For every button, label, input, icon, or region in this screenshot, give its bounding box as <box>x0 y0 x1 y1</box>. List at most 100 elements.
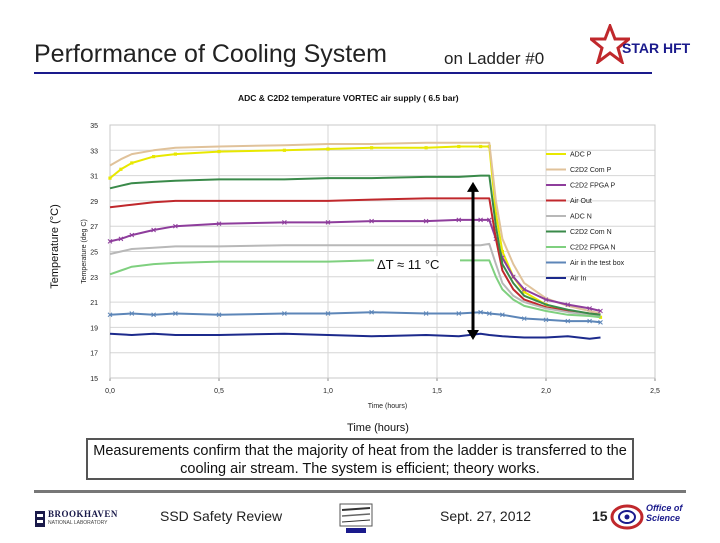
data-point <box>543 297 549 302</box>
data-point <box>510 274 516 280</box>
data-point <box>325 311 331 316</box>
data-point <box>423 311 429 316</box>
data-point <box>326 147 330 151</box>
data-point <box>500 249 504 254</box>
footer-talk-title: SSD Safety Review <box>160 508 283 524</box>
data-point <box>129 311 135 316</box>
y-tick-label: 31 <box>90 174 98 181</box>
legend-label: Air in the test box <box>570 260 625 267</box>
series-c2d2-fpga-n <box>109 259 601 319</box>
legend-entry: ADC P <box>546 152 592 159</box>
data-point <box>107 239 113 244</box>
data-point <box>282 311 287 316</box>
series-air-in <box>109 332 601 340</box>
brookhaven-logo-sub: NATIONAL LABORATORY <box>48 520 108 526</box>
data-point <box>173 152 177 156</box>
footer-date: Sept. 27, 2012 <box>440 508 532 524</box>
legend-entry: Air in the test box <box>546 260 625 267</box>
legend-entry: Air In <box>546 276 586 283</box>
data-point <box>216 312 222 318</box>
logo-text: STAR HFT <box>622 40 691 56</box>
data-point <box>130 161 134 165</box>
doe-emblem-icon <box>610 504 644 530</box>
office-of-science-logo: Office of Science <box>610 500 690 536</box>
office-of-science-text: Office of Science <box>646 503 683 523</box>
data-point <box>369 309 374 315</box>
data-point <box>456 217 462 223</box>
series-line <box>109 197 601 316</box>
chart-title: ADC & C2D2 temperature VORTEC air supply… <box>238 93 459 103</box>
data-point <box>598 319 603 325</box>
series-line <box>109 242 601 317</box>
legend-entry: ADC N <box>546 214 592 221</box>
data-point <box>152 155 156 159</box>
series-line <box>109 311 601 324</box>
data-point <box>173 223 178 229</box>
footer-divider <box>34 490 686 493</box>
inner-x-axis-label: Time (hours) <box>368 403 407 410</box>
data-point <box>486 311 492 316</box>
y-tick-label: 33 <box>90 148 98 155</box>
data-point <box>486 217 492 223</box>
series-line <box>109 332 601 340</box>
inner-y-axis-label: Temperature (deg C) <box>81 219 88 284</box>
data-point <box>521 316 527 321</box>
data-point <box>423 218 429 224</box>
data-point <box>543 317 549 323</box>
legend-label: C2D2 Com N <box>570 229 612 236</box>
brookhaven-emblem-icon <box>35 511 45 527</box>
legend-label: C2D2 Com P <box>570 167 612 174</box>
slide-title: Performance of Cooling System <box>34 40 387 68</box>
y-tick-label: 19 <box>90 325 98 332</box>
data-point <box>587 306 592 311</box>
outer-y-axis-label: Temperature (°C) <box>49 204 61 288</box>
data-point <box>598 308 603 314</box>
delta-t-label: ΔT ≈ 11 °C <box>377 257 439 272</box>
x-tick-label: 1,5 <box>432 388 442 395</box>
series-c2d2-com-n <box>109 174 601 316</box>
delta-t-arrow-head-down <box>467 330 479 341</box>
x-tick-label: 0,5 <box>214 388 224 395</box>
legend-entry: C2D2 Com P <box>546 167 612 174</box>
brookhaven-logo: BROOKHAVEN NATIONAL LABORATORY <box>34 508 124 530</box>
data-point <box>500 312 505 318</box>
data-point <box>282 148 286 152</box>
data-point <box>369 218 374 224</box>
data-point <box>565 302 571 307</box>
slide-subtitle: on Ladder #0 <box>444 49 545 68</box>
data-point <box>587 318 592 324</box>
data-point <box>370 146 374 150</box>
delta-t-annotation: ΔT ≈ 11 °C <box>374 181 479 341</box>
chart-legend: ADC P C2D2 Com P C2D2 FPGA P Air Out ADC N C2… <box>546 152 625 283</box>
page-number: 15 <box>592 508 608 524</box>
y-tick-label: 17 <box>90 351 98 358</box>
delta-t-arrow-head-up <box>467 181 479 192</box>
legend-entry: C2D2 FPGA N <box>546 245 616 252</box>
series-c2d2-fpga-p <box>107 217 603 314</box>
outer-x-axis-label: Time (hours) <box>347 422 409 434</box>
data-point <box>456 311 462 316</box>
ssd-emblem-icon <box>339 503 373 533</box>
legend-entry: Air Out <box>546 198 592 205</box>
data-point <box>129 232 135 238</box>
annotation-background <box>374 256 460 274</box>
data-point <box>217 149 221 154</box>
data-point <box>325 220 331 225</box>
data-point <box>478 217 483 223</box>
brookhaven-logo-name: BROOKHAVEN <box>48 509 118 519</box>
data-point <box>173 311 178 316</box>
y-tick-labels: 15 17 19 21 23 25 27 29 31 33 35 <box>90 123 98 383</box>
ssd-logo <box>334 498 378 538</box>
conclusion-caption: Measurements confirm that the majority o… <box>86 438 634 480</box>
y-tick-label: 35 <box>90 123 98 130</box>
data-point <box>118 236 124 242</box>
chart-gridlines <box>109 124 656 381</box>
data-point <box>107 312 113 318</box>
legend-entry: C2D2 Com N <box>546 229 612 236</box>
data-point <box>282 220 287 225</box>
series-adc-p <box>108 144 603 319</box>
legend-entry: C2D2 FPGA P <box>546 183 615 190</box>
temperature-chart: ADC & C2D2 temperature VORTEC air supply… <box>49 93 660 434</box>
data-point <box>108 176 112 180</box>
data-point <box>494 211 498 216</box>
